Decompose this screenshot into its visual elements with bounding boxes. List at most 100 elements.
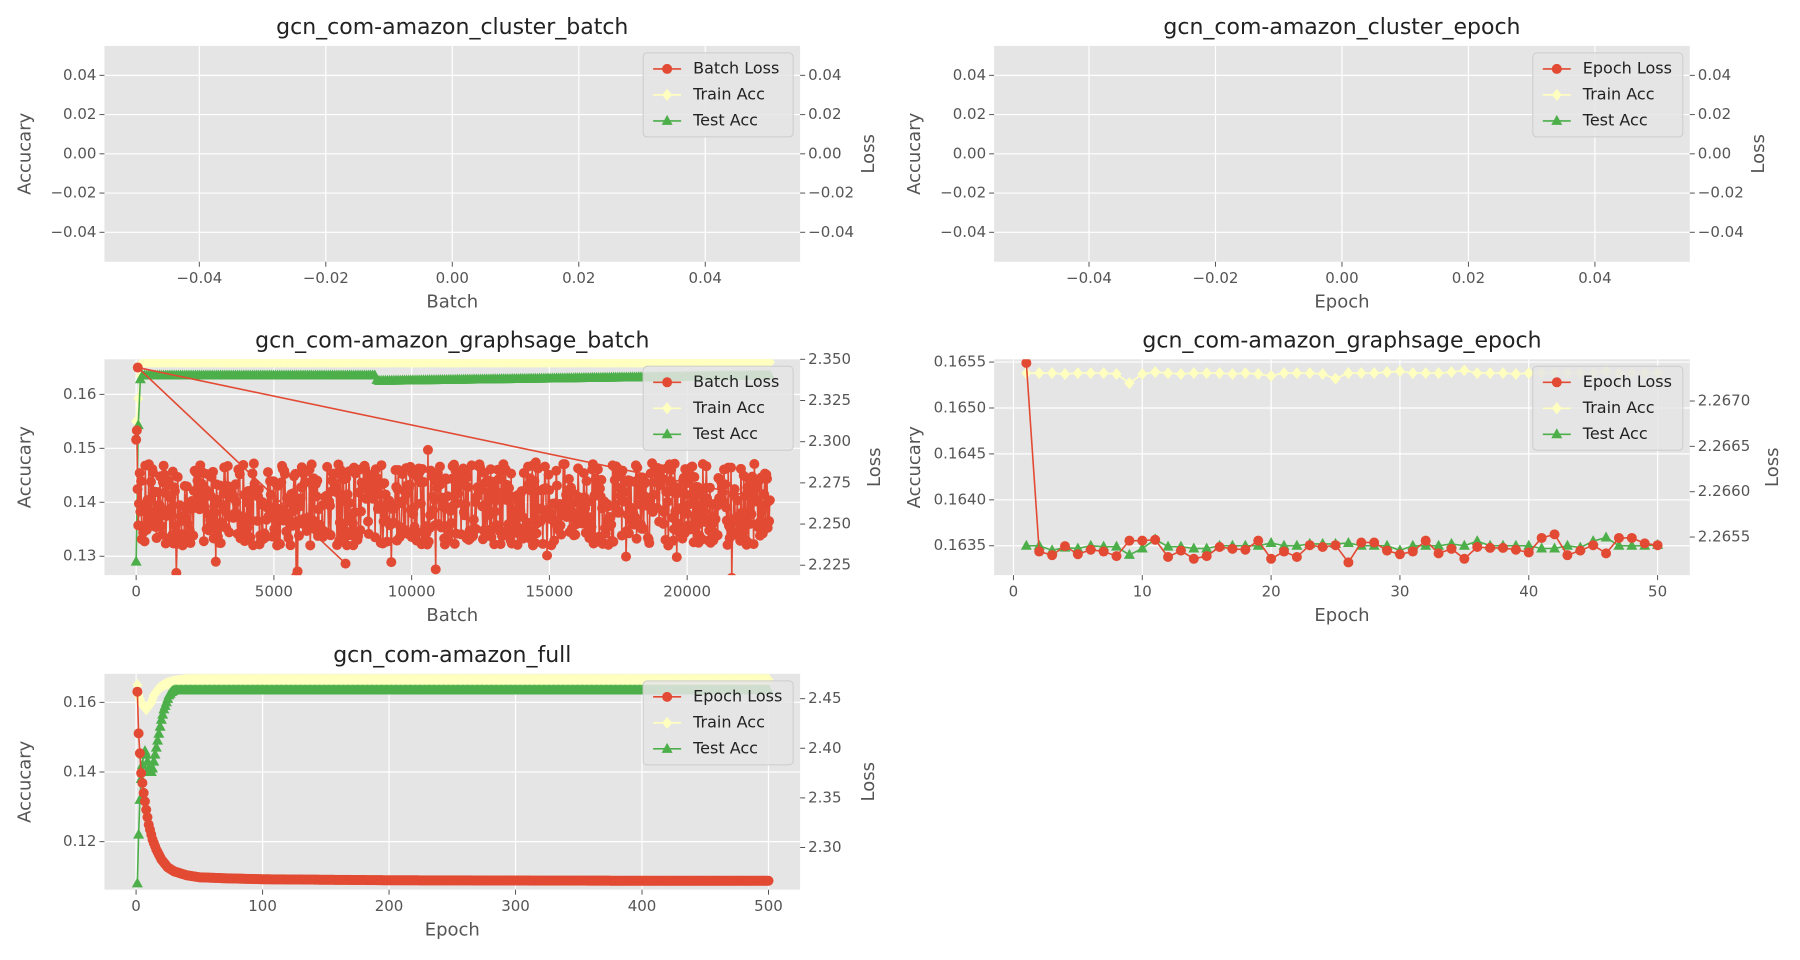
data-point: [279, 469, 290, 480]
data-point: [763, 875, 774, 886]
data-point: [163, 475, 174, 486]
data-point: [451, 498, 462, 509]
data-point: [1588, 540, 1599, 551]
legend-marker: [1551, 88, 1562, 101]
data-point: [131, 877, 143, 888]
data-point: [1382, 545, 1393, 556]
data-point: [1446, 366, 1457, 379]
y-tick-label: 0.1645: [934, 444, 987, 462]
data-point: [618, 496, 629, 507]
data-point: [306, 459, 317, 470]
data-point: [1150, 534, 1161, 545]
data-point: [460, 499, 471, 510]
data-point: [157, 708, 169, 719]
data-point: [1020, 539, 1032, 550]
data-point: [529, 476, 540, 487]
data-point: [1124, 535, 1135, 546]
data-point: [617, 465, 628, 476]
data-point: [699, 506, 710, 517]
data-point: [238, 459, 249, 470]
data-point: [493, 474, 504, 485]
data-point: [1330, 372, 1341, 385]
data-point: [1085, 367, 1096, 380]
data-point: [1240, 544, 1251, 555]
data-point: [1034, 546, 1045, 557]
legend-entry: Test Acc: [692, 110, 758, 129]
legend-entry: Batch Loss: [693, 58, 779, 77]
subplot-title: gcn_com-amazon_graphsage_epoch: [1142, 328, 1541, 353]
data-point: [1575, 545, 1586, 556]
subplot-title: gcn_com-amazon_graphsage_batch: [255, 328, 649, 353]
data-point: [284, 497, 295, 508]
y2-tick-label: 2.2670: [1698, 392, 1751, 410]
data-point: [668, 535, 679, 546]
data-point: [1291, 539, 1303, 550]
data-point: [382, 536, 393, 547]
data-point: [1188, 553, 1199, 564]
y2-tick-label: 0.04: [1698, 66, 1731, 84]
data-point: [1162, 540, 1174, 551]
legend-marker: [661, 742, 673, 753]
data-point: [1137, 368, 1148, 381]
data-point: [1137, 535, 1148, 546]
y-tick-label: 0.14: [63, 763, 96, 781]
data-point: [1214, 367, 1225, 380]
data-point: [729, 484, 740, 495]
y2-tick-label: 2.45: [808, 689, 841, 707]
data-point: [322, 461, 333, 472]
data-point: [423, 536, 434, 547]
data-point: [712, 530, 723, 541]
data-point: [764, 359, 775, 369]
data-point: [1047, 550, 1058, 561]
x-tick-label: 5000: [255, 583, 293, 601]
y-tick-label: 0.1655: [934, 353, 987, 371]
data-point: [269, 523, 280, 534]
legend-entry: Train Acc: [1582, 84, 1655, 103]
data-point: [1652, 540, 1663, 551]
legend-entry: Test Acc: [1582, 110, 1648, 129]
y2-tick-label: 2.300: [808, 432, 851, 450]
data-point: [224, 527, 235, 538]
data-point: [253, 484, 264, 495]
data-point: [1458, 539, 1470, 550]
data-point: [222, 461, 233, 472]
data-point: [292, 566, 303, 576]
data-point: [1433, 539, 1445, 550]
data-point: [490, 495, 501, 506]
data-point: [632, 462, 643, 473]
legend-marker: [662, 377, 673, 388]
data-point: [134, 748, 145, 759]
data-point: [276, 477, 287, 488]
data-point: [169, 486, 180, 497]
series-epoch-loss: [1021, 359, 1663, 568]
data-point: [293, 530, 304, 541]
data-point: [132, 484, 143, 495]
x-tick-label: 400: [628, 897, 657, 915]
data-point: [1304, 367, 1315, 380]
data-point: [134, 468, 145, 479]
data-point: [1163, 367, 1174, 380]
data-point: [136, 476, 147, 487]
subplot-graphsage-batch: gcn_com-amazon_graphsage_batch Batch Acc…: [14, 328, 885, 626]
data-point: [248, 458, 259, 469]
data-point: [133, 728, 144, 739]
data-point: [274, 539, 285, 550]
data-point: [1034, 367, 1045, 380]
series-batch-loss: [131, 362, 775, 576]
data-point: [1175, 545, 1186, 556]
data-point: [1072, 542, 1084, 553]
data-point: [136, 768, 147, 779]
y2-tick-label: 2.275: [808, 473, 851, 491]
data-point: [1123, 548, 1135, 559]
subplot-title: gcn_com-amazon_cluster_epoch: [1163, 15, 1520, 40]
x-tick-label: 0.00: [1325, 269, 1358, 287]
data-point: [657, 473, 668, 484]
data-point: [436, 522, 447, 533]
data-point: [1072, 549, 1083, 560]
data-point: [1047, 367, 1058, 380]
data-point: [446, 517, 457, 528]
data-point: [551, 480, 562, 491]
legend-frame: [642, 680, 794, 766]
data-point: [1342, 536, 1354, 547]
subplot-title: gcn_com-amazon_full: [333, 643, 571, 668]
